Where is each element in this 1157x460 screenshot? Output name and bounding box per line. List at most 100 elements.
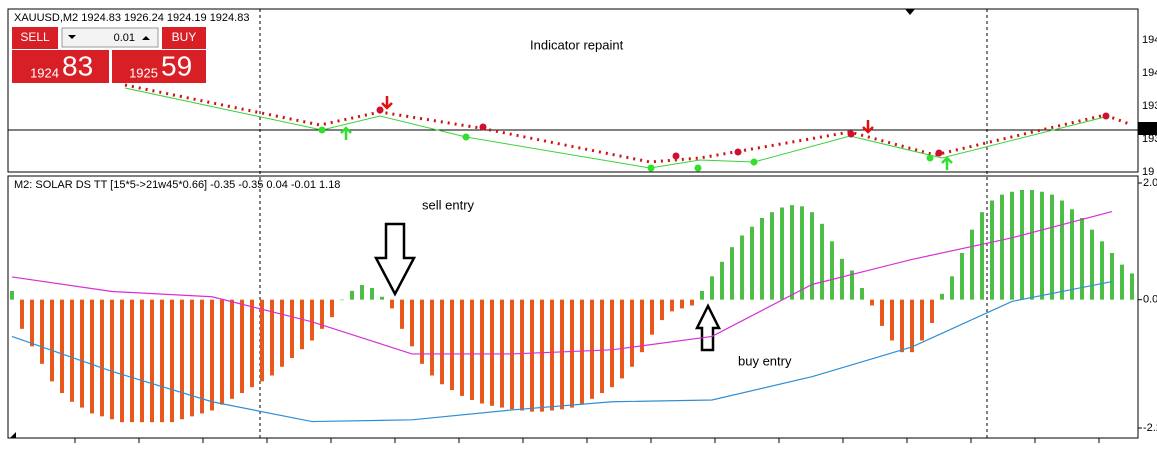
- histogram-bar: [840, 258, 844, 300]
- histogram-bar: [150, 299, 154, 423]
- histogram-bar: [60, 299, 64, 393]
- histogram-bar: [710, 276, 714, 300]
- buy-price-small: 59: [161, 50, 192, 81]
- histogram-bar: [1120, 264, 1124, 300]
- price-axis-label: 19: [1142, 166, 1154, 178]
- histogram-bar: [240, 299, 244, 393]
- sell-label: SELL: [20, 30, 50, 44]
- histogram-bar: [1000, 194, 1004, 300]
- y-tick-label: -2.2: [1143, 422, 1157, 434]
- histogram-bar: [890, 299, 894, 341]
- histogram-bar: [330, 299, 334, 318]
- histogram-bar: [550, 299, 554, 411]
- sell-arrows: [381, 96, 874, 134]
- histogram-bar: [130, 299, 134, 423]
- histogram-bar: [630, 299, 634, 367]
- histogram-bar: [780, 207, 784, 300]
- histogram-bar: [230, 299, 234, 399]
- histogram-bar: [460, 299, 464, 396]
- histogram-bar: [860, 288, 864, 300]
- signal-dots: [376, 106, 1110, 160]
- histogram-bar: [680, 299, 684, 309]
- lot-field[interactable]: [61, 27, 159, 48]
- shift-marker: [905, 9, 915, 15]
- corner-marker: [10, 432, 16, 438]
- histogram-bar: [480, 299, 484, 404]
- histogram-bar: [440, 299, 444, 385]
- histogram-bar: [820, 223, 824, 300]
- histogram-bar: [750, 226, 754, 300]
- histogram-bar: [470, 299, 474, 400]
- histogram-bar: [1100, 241, 1104, 300]
- histogram-bar: [830, 241, 834, 300]
- histogram-bar: [280, 299, 284, 367]
- histogram-bar: [210, 299, 214, 411]
- histogram-bar: [800, 206, 804, 300]
- histogram-bar: [270, 299, 274, 376]
- buy-price[interactable]: [112, 50, 206, 83]
- price-axis-label: 194: [1142, 34, 1157, 46]
- histogram-bar: [850, 270, 854, 300]
- histogram-bar: [180, 299, 184, 420]
- histogram-bar: [340, 299, 344, 301]
- histogram-bar: [560, 299, 564, 410]
- histogram-bar: [940, 293, 944, 300]
- histogram-bar: [540, 299, 544, 412]
- histogram-bar: [770, 212, 774, 300]
- price-tag: [1138, 122, 1157, 135]
- price-panel: [7, 8, 1139, 173]
- histogram-bar: [420, 299, 424, 364]
- histogram-bar: [90, 299, 94, 414]
- histogram-bar: [70, 299, 74, 402]
- signal-line: [11, 211, 1113, 355]
- histogram-bar: [220, 299, 224, 405]
- histogram-bar: [870, 299, 874, 306]
- y-tick-label: 0.00: [1143, 294, 1157, 306]
- histogram-bar: [740, 235, 744, 300]
- sell-price[interactable]: [12, 50, 109, 83]
- histogram-bar: [700, 290, 704, 300]
- histogram-bar: [790, 205, 794, 300]
- histogram-bar: [360, 285, 364, 300]
- buy-button[interactable]: [162, 27, 206, 49]
- indicator-label: M2: SOLAR DS TT [15*5->21w45*0.66] -0.35…: [14, 179, 340, 191]
- histogram-bar: [1080, 218, 1084, 300]
- histogram-bar: [110, 299, 114, 420]
- histogram-bar: [640, 299, 644, 353]
- histogram-bar: [1030, 190, 1034, 300]
- histogram-bar: [1020, 190, 1024, 300]
- histogram-bar: [1130, 273, 1134, 300]
- histogram-bar: [450, 299, 454, 391]
- sell-price-big: 1924: [30, 65, 59, 80]
- histogram-bar: [430, 299, 434, 376]
- histogram-bar: [880, 299, 884, 326]
- annotation: Indicator repaint: [530, 37, 624, 52]
- symbol-header: XAUUSD,M2 1924.83 1926.24 1924.19 1924.8…: [14, 12, 249, 24]
- histogram-bar: [910, 299, 914, 353]
- histogram-bar: [960, 253, 964, 300]
- histogram-bar: [20, 299, 24, 329]
- sell-price-small: 83: [62, 50, 93, 81]
- histogram-bar: [310, 299, 314, 341]
- histogram-bar: [1040, 191, 1044, 300]
- histogram-bar: [1070, 209, 1074, 300]
- histogram-bar: [580, 299, 584, 405]
- histogram-bar: [250, 299, 254, 388]
- histogram-bar: [190, 299, 194, 417]
- histogram-bar: [30, 299, 34, 347]
- histogram-bar: [400, 299, 404, 329]
- histogram-bar: [370, 288, 374, 300]
- histogram-bar: [900, 299, 904, 353]
- histogram-bar: [660, 299, 664, 321]
- histogram-bar: [1090, 229, 1094, 300]
- price-axis-label: 194: [1142, 67, 1157, 79]
- histogram-bar: [380, 296, 384, 300]
- sell-button[interactable]: [12, 27, 58, 49]
- histogram-bar: [290, 299, 294, 358]
- histogram-bar: [80, 299, 84, 408]
- histogram-bar: [620, 299, 624, 379]
- histogram-bar: [390, 299, 394, 309]
- histogram-bar: [1110, 253, 1114, 300]
- histogram-bar: [1060, 200, 1064, 300]
